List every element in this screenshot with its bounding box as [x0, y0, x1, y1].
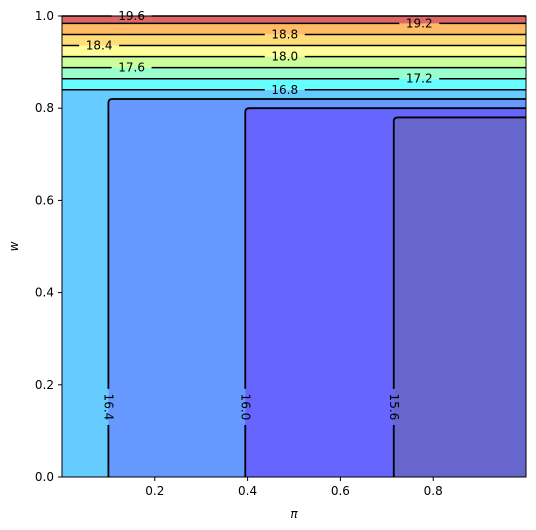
contour-label-17.6: 17.6 [118, 61, 145, 75]
fill-band-16_8_17_2 [62, 78, 526, 90]
fill-band-18_8_19_2 [62, 23, 526, 35]
contour-labels: 16.817.217.618.018.418.819.219.616.4 16.0… [86, 9, 433, 420]
contour-label-16.8: 16.8 [271, 83, 298, 97]
x-tick-label: 0.8 [424, 484, 443, 498]
x-tick-label: 0.6 [331, 484, 350, 498]
contour-label-18.8: 18.8 [271, 27, 298, 41]
fill-band-18_4_18_8 [62, 34, 526, 46]
y-axis: 0.0 0.2 0.4 0.6 0.8 1.0 [35, 9, 62, 484]
contour-label-16.4: 16.4 [101, 394, 115, 421]
contour-label-18: 18.0 [271, 50, 298, 64]
contour-line-16 [244, 107, 526, 389]
y-tick-label: 0.2 [35, 378, 54, 392]
fill-band-19_6-20_0 [62, 16, 526, 24]
contour-label-17.2: 17.2 [406, 72, 433, 86]
y-tick-label: 0.8 [35, 101, 54, 115]
contour-label-15.6: 15.6 [387, 394, 401, 421]
y-tick-label: 0.6 [35, 193, 54, 207]
fill-band-18_0_18_4 [62, 45, 526, 57]
y-tick-label: 1.0 [35, 9, 54, 23]
x-axis-label: π [290, 507, 298, 521]
x-axis: 0.2 0.4 0.6 0.8 [145, 477, 443, 498]
contour-label-18.4: 18.4 [86, 39, 113, 53]
contour-line-16.4 [107, 98, 526, 389]
fill-band-17_6_18_0 [62, 56, 526, 68]
fill-band-17_2_17_6 [62, 67, 526, 79]
x-tick-label: 0.2 [145, 484, 164, 498]
plot-frame [61, 15, 527, 478]
contour-label-16: 16.0 [238, 394, 252, 421]
x-tick-label: 0.4 [238, 484, 257, 498]
y-axis-label: w [7, 241, 21, 251]
fill-band-lt-15_6 [393, 117, 526, 478]
contour-line-15.6 [392, 116, 526, 389]
contour-fills [62, 16, 527, 478]
y-tick-label: 0.4 [35, 286, 54, 300]
contour-label-19.2: 19.2 [406, 16, 433, 30]
y-tick-label: 0.0 [35, 470, 54, 484]
